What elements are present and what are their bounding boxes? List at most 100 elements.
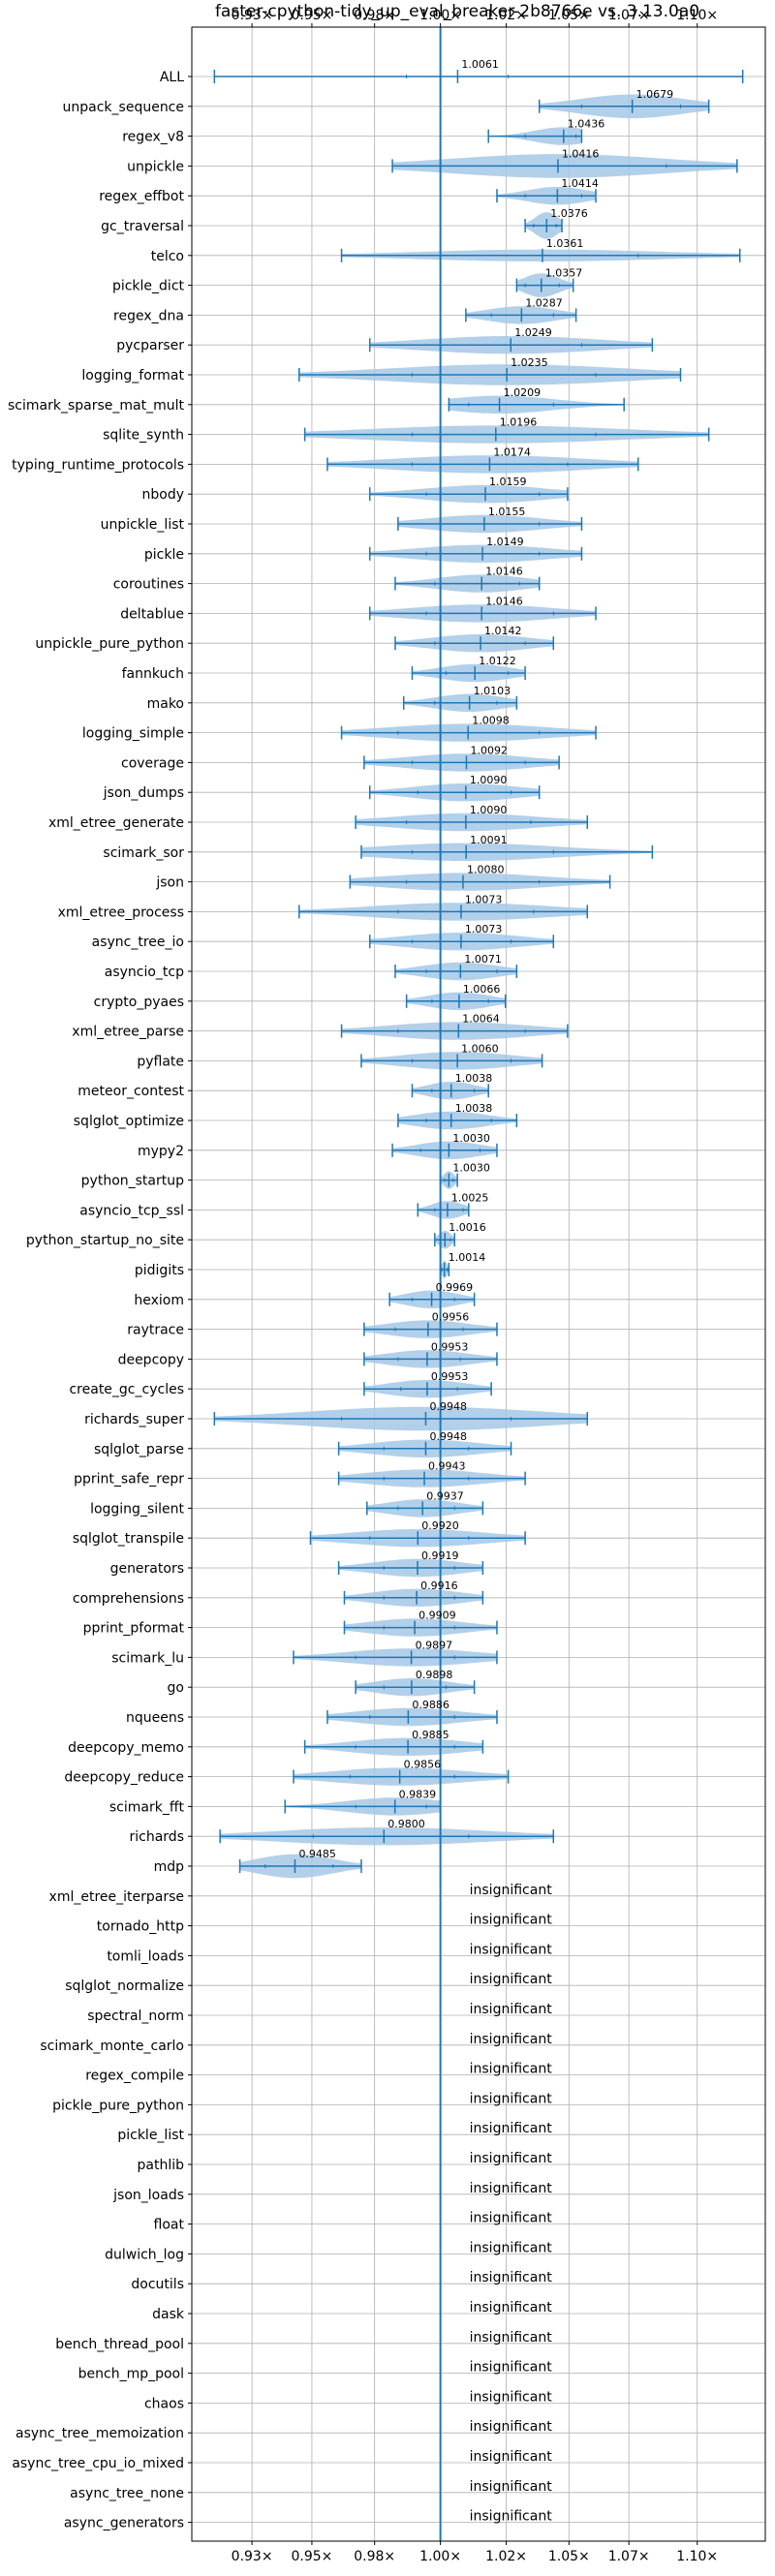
category-label: scimark_sor <box>103 845 184 861</box>
category-label: float <box>154 2218 185 2233</box>
insignificant-label: insignificant <box>470 2002 553 2017</box>
x-tick-label-top: 1.10× <box>676 8 718 23</box>
category-label: sqlglot_transpile <box>73 1531 184 1547</box>
category-label: deepcopy_reduce <box>64 1770 184 1786</box>
category-label: nqueens <box>126 1710 184 1726</box>
category-label: logging_simple <box>82 726 184 742</box>
data-label: 1.0122 <box>479 655 516 667</box>
data-label: 1.0030 <box>452 1162 490 1175</box>
insignificant-label: insignificant <box>470 2330 553 2346</box>
category-label: xml_etree_iterparse <box>49 1889 184 1905</box>
data-label: 1.0061 <box>461 58 498 71</box>
data-label: 0.9956 <box>432 1311 470 1324</box>
data-label: 1.0064 <box>462 1013 499 1026</box>
category-label: mdp <box>154 1859 185 1875</box>
category-label: regex_dna <box>113 308 184 323</box>
data-label: 1.0142 <box>484 625 522 637</box>
data-label: 0.9953 <box>431 1340 469 1353</box>
category-label: unpickle_pure_python <box>35 636 184 652</box>
insignificant-label: insignificant <box>470 1913 553 1928</box>
x-tick-label-bottom: 0.95× <box>291 2549 332 2564</box>
category-label: nbody <box>142 487 185 503</box>
category-label: ALL <box>160 70 184 85</box>
data-label: 1.0060 <box>461 1042 498 1055</box>
category-label: python_startup_no_site <box>26 1233 184 1248</box>
data-label: 1.0146 <box>485 595 523 607</box>
data-label: 1.0098 <box>472 715 510 727</box>
category-label: crypto_pyaes <box>94 995 184 1010</box>
category-label: deepcopy_memo <box>68 1740 184 1756</box>
insignificant-label: insignificant <box>470 2300 553 2315</box>
category-label: richards <box>130 1829 185 1845</box>
x-tick-label-top: 1.05× <box>548 8 590 23</box>
tick-layer: 0.93× 0.93× 0.95× 0.95× 0.98× 0.98× 1.00× 1.00×… <box>8 8 718 2564</box>
category-label: scimark_monte_carlo <box>40 2039 184 2054</box>
data-label: 1.0235 <box>511 356 548 369</box>
x-tick-label-bottom: 0.98× <box>354 2549 395 2564</box>
data-label: 1.0080 <box>467 864 504 876</box>
category-label: pyflate <box>137 1054 184 1069</box>
data-label: 0.9953 <box>431 1370 469 1383</box>
category-label: async_tree_none <box>70 2486 184 2501</box>
data-label: 1.0361 <box>546 237 584 250</box>
data-label: 1.0376 <box>550 207 588 220</box>
data-label: 0.9897 <box>416 1639 453 1651</box>
data-label: 0.9856 <box>404 1759 442 1771</box>
category-label: logging_silent <box>90 1501 184 1517</box>
category-label: pathlib <box>138 2158 185 2173</box>
category-label: asyncio_tcp <box>105 965 184 980</box>
data-label: 0.9919 <box>421 1549 459 1562</box>
category-label: generators <box>110 1561 184 1577</box>
category-label: regex_compile <box>85 2069 184 2084</box>
category-label: json <box>155 875 184 891</box>
data-label: 0.9800 <box>388 1818 425 1830</box>
insignificant-label: insignificant <box>470 2360 553 2376</box>
insignificant-label: insignificant <box>470 2032 553 2047</box>
data-label: 1.0071 <box>464 953 501 966</box>
category-label: async_tree_memoization <box>16 2426 184 2441</box>
insignificant-label: insignificant <box>470 2419 553 2435</box>
data-label: 1.0073 <box>465 923 502 935</box>
data-label: 1.0159 <box>489 475 527 488</box>
data-label: 1.0016 <box>449 1221 486 1234</box>
data-label: 1.0209 <box>504 386 542 399</box>
insignificant-label: insignificant <box>470 2121 553 2136</box>
data-label: 1.0287 <box>525 296 563 309</box>
x-tick-label-bottom: 1.07× <box>608 2549 650 2564</box>
insignificant-label: insignificant <box>470 2449 553 2465</box>
insignificant-label: insignificant <box>470 2211 553 2226</box>
category-label: chaos <box>144 2396 184 2411</box>
category-label: spectral_norm <box>87 2009 184 2024</box>
category-label: unpickle_list <box>101 517 185 533</box>
category-label: bench_mp_pool <box>78 2367 184 2382</box>
category-label: scimark_fft <box>109 1799 185 1815</box>
chart-title: faster-cpython-tidy_up_eval_breaker-2b87… <box>215 2 699 21</box>
data-label: 1.0038 <box>455 1102 493 1115</box>
data-label: 1.0014 <box>449 1251 486 1264</box>
category-label: coroutines <box>113 577 184 593</box>
category-label: richards_super <box>84 1412 184 1427</box>
x-tick-label-top: 1.00× <box>419 8 461 23</box>
x-tick-label-top: 1.02× <box>485 8 527 23</box>
data-label: 1.0090 <box>470 804 507 816</box>
category-label: xml_etree_generate <box>48 815 184 831</box>
label-layer: 1.0061 1.0679 1.0436 1.0416 1.0414 1.0376 1.03… <box>298 58 673 2525</box>
data-label: 1.0066 <box>463 983 500 996</box>
insignificant-label: insignificant <box>470 1942 553 1957</box>
category-label: pickle_dict <box>112 279 185 294</box>
data-label: 0.9909 <box>418 1610 456 1622</box>
category-label: tornado_http <box>97 1919 184 1935</box>
category-label: pprint_pformat <box>83 1621 185 1637</box>
category-label: asyncio_tcp_ssl <box>79 1203 184 1218</box>
category-label: async_tree_io <box>92 935 184 950</box>
x-tick-label-top: 0.95× <box>291 8 332 23</box>
category-label: telco <box>151 249 184 264</box>
x-tick-label-bottom: 1.05× <box>548 2549 590 2564</box>
category-label: xml_etree_process <box>58 905 184 920</box>
category-label: python_startup <box>81 1174 184 1189</box>
data-label: 0.9937 <box>426 1489 464 1502</box>
violin-layer <box>214 76 743 1879</box>
category-label: pickle_pure_python <box>52 2098 184 2113</box>
category-label: regex_effbot <box>99 189 184 204</box>
